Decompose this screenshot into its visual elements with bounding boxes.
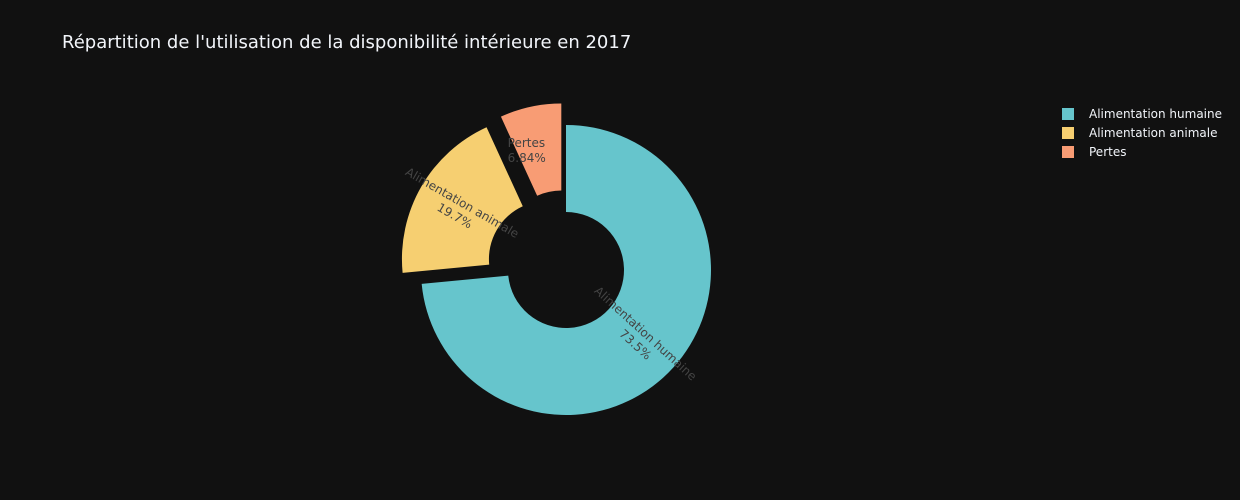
- legend-swatch-alimentation-animale: [1062, 127, 1074, 139]
- legend-item-alimentation-animale[interactable]: Alimentation animale: [1062, 125, 1222, 141]
- legend-swatch-alimentation-humaine: [1062, 108, 1074, 120]
- slice-label-name: Pertes: [508, 136, 545, 150]
- legend-swatch-pertes: [1062, 146, 1074, 158]
- slice-alimentation-animale[interactable]: [401, 127, 523, 273]
- chart-title: Répartition de l'utilisation de la dispo…: [62, 32, 632, 53]
- legend-item-pertes[interactable]: Pertes: [1062, 144, 1222, 160]
- legend-label: Alimentation humaine: [1089, 107, 1222, 121]
- legend: Alimentation humaine Alimentation animal…: [1062, 106, 1222, 160]
- slice-label: Pertes 6.84%: [508, 136, 546, 165]
- slice-alimentation-humaine[interactable]: [421, 125, 712, 415]
- slice-label-percent: 6.84%: [508, 151, 546, 165]
- slice-pertes[interactable]: [500, 103, 562, 196]
- legend-label: Pertes: [1089, 145, 1127, 159]
- legend-item-alimentation-humaine[interactable]: Alimentation humaine: [1062, 106, 1222, 122]
- legend-label: Alimentation animale: [1089, 126, 1218, 140]
